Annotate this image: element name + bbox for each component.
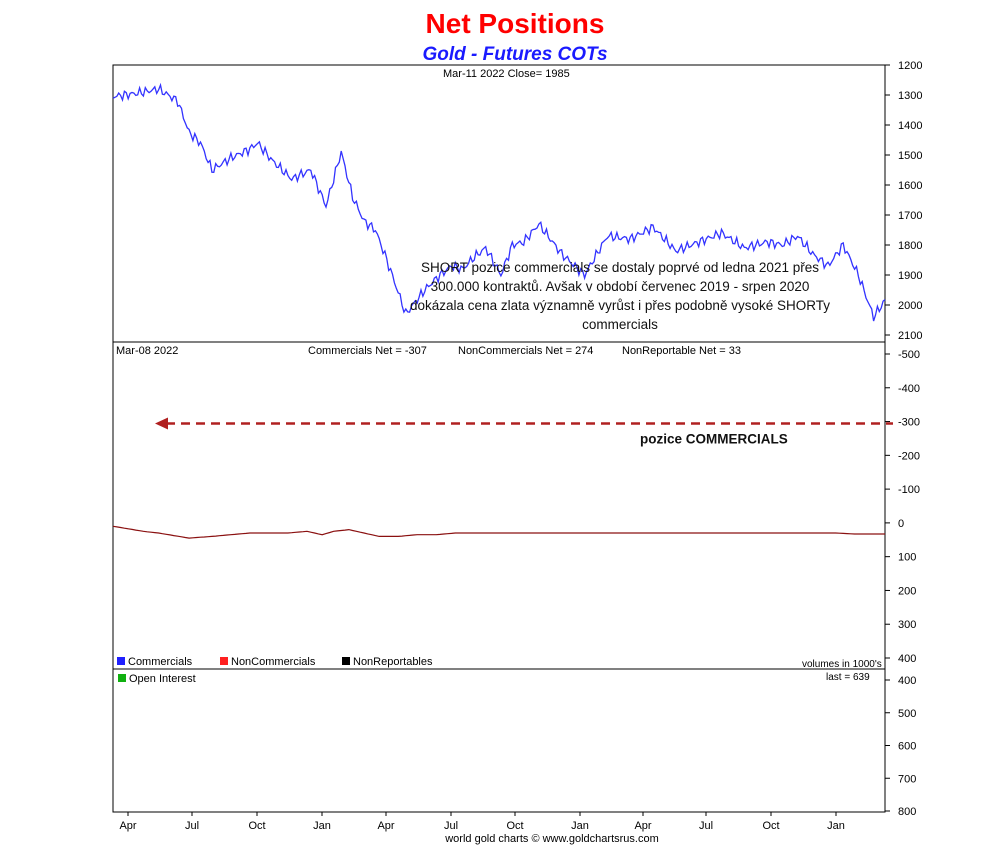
annotation-line: dokázala cena zlata významně vyrůst i př… [410, 298, 830, 313]
price-line [112, 82, 886, 322]
x-tick-label: Jan [571, 820, 589, 832]
price-y-tick-label: 2100 [898, 330, 922, 342]
annotation-line: 300.000 kontraktů. Avšak v období červen… [431, 279, 810, 294]
x-tick-label: Jul [699, 820, 713, 832]
arrow-label: pozice COMMERCIALS [640, 432, 788, 447]
commercials-net-label: Commercials Net = -307 [308, 345, 427, 357]
price-y-tick-label: 1300 [898, 90, 922, 102]
oi-y-tick-label: 700 [898, 773, 916, 785]
x-tick-label: Jan [313, 820, 331, 832]
oi-panel-frame [112, 668, 886, 813]
oi-y-tick-label: 600 [898, 741, 916, 753]
arrow-head [155, 417, 168, 430]
nonreportables-line [112, 525, 885, 539]
legend-swatch [342, 657, 350, 665]
x-tick-label: Apr [377, 820, 394, 832]
net-y-tick-label: -400 [898, 383, 920, 395]
oi-legend-label: Open Interest [129, 673, 196, 685]
x-tick-label: Apr [119, 820, 136, 832]
chart-title: Net Positions [425, 8, 605, 39]
oi-y-tick-label: 800 [898, 806, 916, 818]
x-tick-label: Apr [634, 820, 651, 832]
price-y-tick-label: 1500 [898, 150, 922, 162]
net-y-tick-label: 200 [898, 585, 916, 597]
legend-label: Commercials [128, 656, 193, 668]
price-y-tick-label: 1700 [898, 210, 922, 222]
volume-note: volumes in 1000's [802, 659, 882, 670]
oi-legend-swatch [118, 674, 126, 682]
oi-last-label: last = 639 [826, 672, 870, 683]
noncommercials-net-label: NonCommercials Net = 274 [458, 345, 593, 357]
net-y-tick-label: -200 [898, 450, 920, 462]
price-y-tick-label: 1900 [898, 270, 922, 282]
net-y-tick-label: 0 [898, 518, 904, 530]
x-tick-label: Jan [827, 820, 845, 832]
x-tick-label: Oct [506, 820, 523, 832]
x-tick-label: Jul [185, 820, 199, 832]
legend-swatch [117, 657, 125, 665]
annotation-line: commercials [582, 317, 658, 332]
legend-label: NonReportables [353, 656, 433, 668]
net-y-tick-label: 300 [898, 619, 916, 631]
annotation-line: SHORT pozice commercials se dostaly popr… [421, 260, 819, 275]
price-y-tick-label: 2000 [898, 300, 922, 312]
price-y-tick-label: 1800 [898, 240, 922, 252]
net-date-label: Mar-08 2022 [116, 345, 178, 357]
chart-subtitle: Gold - Futures COTs [422, 44, 608, 65]
net-y-tick-label: 400 [898, 653, 916, 665]
net-y-tick-label: -300 [898, 417, 920, 429]
x-tick-label: Oct [248, 820, 265, 832]
legend-label: NonCommercials [231, 656, 316, 668]
oi-y-tick-label: 400 [898, 675, 916, 687]
net-y-tick-label: 100 [898, 552, 916, 564]
price-y-tick-label: 1600 [898, 180, 922, 192]
oi-y-tick-label: 500 [898, 708, 916, 720]
x-tick-label: Oct [762, 820, 779, 832]
net-y-tick-label: -100 [898, 484, 920, 496]
price-y-tick-label: 1200 [898, 60, 922, 72]
nonreportable-net-label: NonReportable Net = 33 [622, 345, 741, 357]
net-panel-frame [112, 341, 886, 670]
source-credit: world gold charts © www.goldchartsrus.co… [444, 833, 659, 845]
price-y-tick-label: 1400 [898, 120, 922, 132]
x-tick-label: Jul [444, 820, 458, 832]
net-y-tick-label: -500 [898, 349, 920, 361]
legend-swatch [220, 657, 228, 665]
price-header: Mar-11 2022 Close= 1985 [443, 68, 570, 80]
